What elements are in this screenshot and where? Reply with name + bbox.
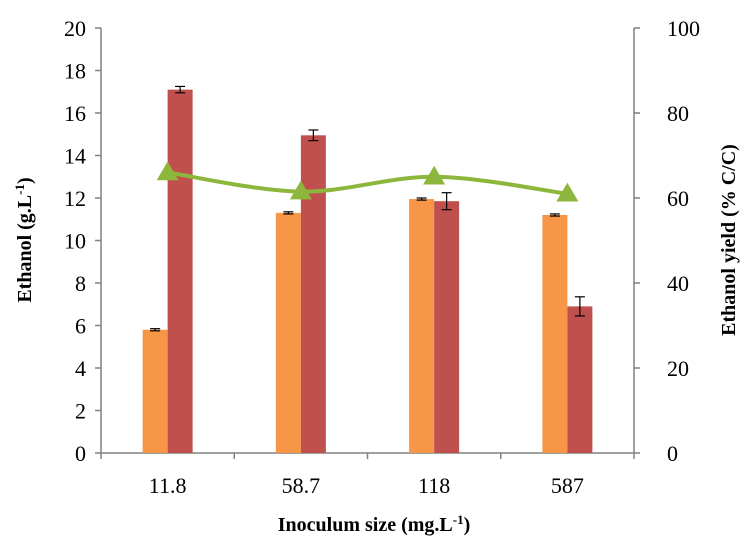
- bar: [409, 199, 435, 453]
- y-tick-label: 0: [75, 441, 86, 466]
- bar: [142, 329, 168, 453]
- y2-tick-label: 80: [667, 101, 689, 126]
- yield-marker: [556, 182, 579, 202]
- y-tick-label: 12: [64, 186, 86, 211]
- plot-area: 0 2 4 6 8 10 12 14 16 18 20 0 20 40 60 80 100 11.8 58.7 118…: [64, 16, 700, 498]
- y-tick-label: 18: [64, 59, 86, 84]
- y-tick-label: 4: [75, 356, 86, 381]
- y-tick-label: 8: [75, 271, 86, 296]
- bar: [167, 89, 193, 453]
- x-tick-label: 11.8: [149, 473, 187, 498]
- x-tick-label: 58.7: [282, 473, 321, 498]
- x-tick-label: 587: [551, 473, 584, 498]
- y-tick-label: 14: [64, 144, 86, 169]
- bar: [300, 135, 326, 453]
- y2-tick-label: 0: [667, 441, 678, 466]
- x-axis-title: Inoculum size (mg.L-1): [278, 512, 471, 537]
- x-tick-label: 118: [418, 473, 450, 498]
- y2-tick-label: 20: [667, 356, 689, 381]
- yield-marker: [289, 180, 312, 200]
- y-tick-label: 16: [64, 101, 86, 126]
- bar: [434, 201, 460, 453]
- bar: [542, 215, 568, 453]
- y-tick-label: 2: [75, 399, 86, 424]
- yield-line: [165, 170, 570, 196]
- yield-marker: [156, 161, 179, 181]
- y-tick-label: 10: [64, 229, 86, 254]
- y2-tick-label: 40: [667, 271, 689, 296]
- bar: [567, 306, 593, 453]
- y2-tick-label: 100: [667, 16, 700, 41]
- bar: [275, 212, 301, 453]
- yield-marker: [423, 165, 446, 185]
- y-tick-label: 20: [64, 16, 86, 41]
- y2-tick-label: 60: [667, 186, 689, 211]
- y-axis-title: Ethanol (g.L-1): [12, 177, 37, 302]
- y-tick-label: 6: [75, 314, 86, 339]
- y2-axis-title: Ethanol yield (% C/C): [718, 144, 740, 336]
